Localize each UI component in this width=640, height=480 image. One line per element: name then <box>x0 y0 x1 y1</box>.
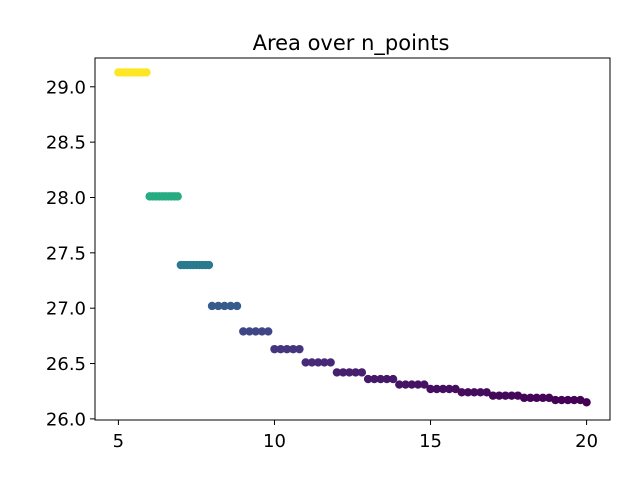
points-layer <box>114 68 591 407</box>
data-point <box>432 384 441 394</box>
data-point <box>395 380 404 389</box>
data-point <box>569 395 579 405</box>
data-point <box>519 393 529 403</box>
data-point <box>382 374 392 384</box>
data-point <box>388 374 398 384</box>
data-point <box>494 391 504 400</box>
data-point <box>264 327 273 336</box>
data-point <box>282 344 292 354</box>
data-point <box>257 327 267 336</box>
data-point <box>420 380 429 389</box>
data-point <box>301 358 310 367</box>
data-point <box>582 398 591 407</box>
data-point <box>532 393 541 403</box>
data-point <box>538 393 548 403</box>
y-tick-label: 27.5 <box>46 243 86 264</box>
data-point <box>470 388 479 397</box>
data-point <box>476 388 485 397</box>
data-point <box>438 384 448 394</box>
chart-title: Area over n_points <box>253 31 450 56</box>
data-point <box>457 388 466 397</box>
data-point <box>351 368 360 377</box>
y-tick-label: 26.5 <box>46 354 86 375</box>
x-tick-label: 20 <box>575 431 598 452</box>
data-point <box>563 395 573 405</box>
data-point <box>220 301 229 311</box>
data-point <box>142 68 151 77</box>
data-point <box>338 368 348 377</box>
data-point <box>288 344 298 354</box>
data-point <box>345 368 354 377</box>
data-point <box>551 395 560 405</box>
data-point <box>507 391 516 400</box>
data-point <box>207 301 217 311</box>
data-point <box>204 260 214 270</box>
x-tick-label: 10 <box>263 431 286 452</box>
data-point <box>320 358 329 367</box>
data-point <box>214 301 223 311</box>
x-axis: 5 10 15 20 <box>113 420 598 452</box>
data-point <box>401 380 410 389</box>
data-point <box>501 391 510 400</box>
data-point <box>173 192 182 201</box>
data-point <box>295 344 304 354</box>
data-point <box>363 374 373 384</box>
data-point <box>413 380 423 389</box>
data-point <box>332 368 342 377</box>
data-point <box>482 388 491 397</box>
data-point <box>251 327 260 336</box>
data-point <box>226 301 235 311</box>
data-point <box>463 388 473 397</box>
y-axis: 26.0 26.5 27.0 27.5 28.0 28.5 29.0 <box>46 77 95 430</box>
data-point <box>376 374 385 384</box>
y-tick-label: 28.5 <box>46 133 86 154</box>
data-point <box>526 393 535 403</box>
data-point <box>232 301 242 311</box>
data-point <box>245 327 254 336</box>
data-point <box>426 384 435 394</box>
data-point <box>357 368 367 377</box>
data-point <box>313 358 323 367</box>
data-point <box>557 395 566 405</box>
y-tick-label: 28.0 <box>46 188 86 209</box>
data-point <box>307 358 317 367</box>
data-point <box>407 380 417 389</box>
data-point <box>276 344 285 354</box>
data-point <box>451 384 460 394</box>
x-tick-label: 5 <box>113 431 124 452</box>
y-tick-label: 26.0 <box>46 409 86 430</box>
data-point <box>270 344 279 354</box>
y-tick-label: 29.0 <box>46 77 86 98</box>
data-point <box>445 384 454 394</box>
data-point <box>488 391 498 400</box>
data-point <box>326 358 335 367</box>
x-tick-label: 15 <box>419 431 442 452</box>
plot-frame <box>94 57 611 421</box>
data-point <box>370 374 379 384</box>
data-point <box>239 327 248 336</box>
y-tick-label: 27.0 <box>46 299 86 320</box>
